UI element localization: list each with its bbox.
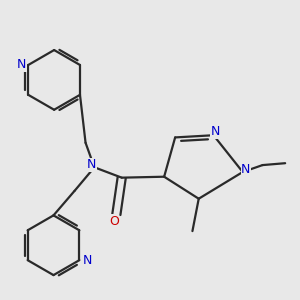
- Text: N: N: [17, 58, 26, 71]
- Text: O: O: [109, 215, 119, 228]
- Text: N: N: [82, 254, 92, 267]
- Text: N: N: [87, 158, 97, 171]
- Text: N: N: [210, 125, 220, 138]
- Text: N: N: [241, 163, 250, 176]
